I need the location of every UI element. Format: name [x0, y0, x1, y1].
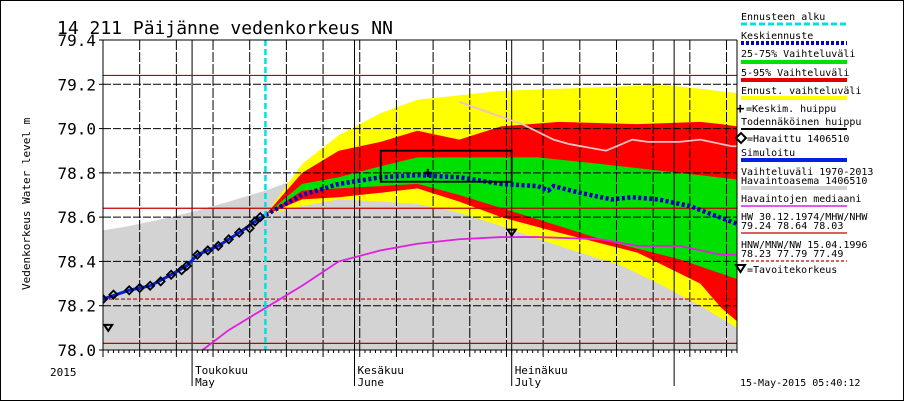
- chart-title: 14 211 Päijänne vedenkorkeus NN: [57, 18, 393, 39]
- y-tick-label: 79.2: [57, 75, 96, 94]
- y-tick-label: 78.0: [57, 341, 96, 360]
- observed-point: [134, 282, 145, 294]
- legend-hnw-2: 78.23 77.79 77.49: [741, 249, 843, 260]
- legend-target: =Tavoitekorkeus: [747, 265, 837, 276]
- series-3: [458, 101, 737, 152]
- series-1: [264, 172, 737, 226]
- observed-point: [176, 265, 187, 276]
- plot-area: [103, 40, 737, 350]
- observed-point: [213, 240, 224, 252]
- observed-point: [254, 211, 266, 223]
- legend-hw-2: 79.24 78.64 78.03: [741, 221, 843, 232]
- y-tick-labels: 78.0 78.2 78.4 78.6 78.8 79.0 79.2 79.4: [57, 31, 96, 360]
- observed-point: [144, 280, 156, 292]
- observed-point: [249, 216, 261, 227]
- observed-point: [233, 227, 245, 238]
- month-label-fi: Toukokuu: [195, 364, 248, 377]
- legend-hw-1: HW 30.12.1974/MHW/NHW: [741, 212, 868, 223]
- diamond-icon: [734, 131, 748, 145]
- probable-peak-box: [379, 149, 513, 183]
- legend-forecast-start: Ennusteen alku: [741, 12, 825, 23]
- observed-point: [103, 293, 109, 305]
- month-label-en: May: [195, 376, 215, 389]
- axes: [99, 39, 738, 357]
- target-level-marker: [505, 228, 518, 238]
- legend-range-1: Vaihteluväli 1970-2013: [741, 167, 873, 178]
- year-label: 2015: [50, 366, 77, 379]
- observed-point: [223, 234, 235, 245]
- y-tick-label: 78.4: [57, 252, 96, 271]
- observed-point: [244, 222, 255, 234]
- legend-hnw-1: HNW/MNW/NW 15.04.1996: [741, 240, 867, 251]
- legend-observed: =Havaittu 1406510: [747, 134, 849, 145]
- month-label-fi: Heinäkuu: [515, 364, 568, 377]
- legend-mean-peak: =Keskim. huippu: [746, 104, 836, 115]
- band-3: [265, 157, 737, 280]
- legend-p5-95: 5-95% Vaihteluväli: [741, 68, 849, 79]
- y-tick-label: 79.4: [57, 31, 96, 50]
- timestamp: 15-May-2015 05:40:12: [740, 378, 860, 389]
- observed-point: [192, 249, 203, 261]
- legend-range-2: Havaintoasema 1406510: [741, 176, 867, 187]
- mean-peak-marker: [423, 168, 432, 177]
- month-label-en: July: [515, 376, 542, 389]
- series-2: [202, 236, 737, 350]
- month-label-fi: Kesäkuu: [358, 364, 404, 377]
- observed-point: [155, 276, 166, 287]
- month-label-en: June: [358, 376, 385, 389]
- plus-icon: +: [736, 101, 744, 117]
- observed-point: [181, 260, 193, 272]
- y-tick-label: 78.8: [57, 164, 96, 183]
- legend-p25-75: 25-75% Vaihteluväli: [741, 49, 855, 60]
- y-axis-label: Vedenkorkeus Water level m: [20, 117, 33, 290]
- triangle-down-icon: [734, 264, 747, 274]
- y-tick-label: 78.2: [57, 297, 96, 316]
- target-level-marker: [103, 323, 115, 333]
- observed-point: [108, 289, 119, 300]
- legend-obs-median: Havaintojen mediaani: [741, 194, 861, 205]
- y-tick-label: 79.0: [57, 120, 96, 139]
- observed-point: [165, 269, 177, 280]
- legend: Ennusteen alku Keskiennuste 25-75% Vaiht…: [734, 12, 873, 276]
- legend-probable-peak: Todennäköinen huippu: [741, 117, 861, 128]
- y-tick-label: 78.6: [57, 208, 96, 227]
- observed-point: [202, 245, 214, 256]
- legend-simulated: Simuloitu: [741, 148, 795, 159]
- legend-forecast-range: Ennust. vaihteluväli: [741, 86, 861, 97]
- observed-point: [123, 284, 135, 296]
- legend-median-forecast: Keskiennuste: [741, 31, 813, 42]
